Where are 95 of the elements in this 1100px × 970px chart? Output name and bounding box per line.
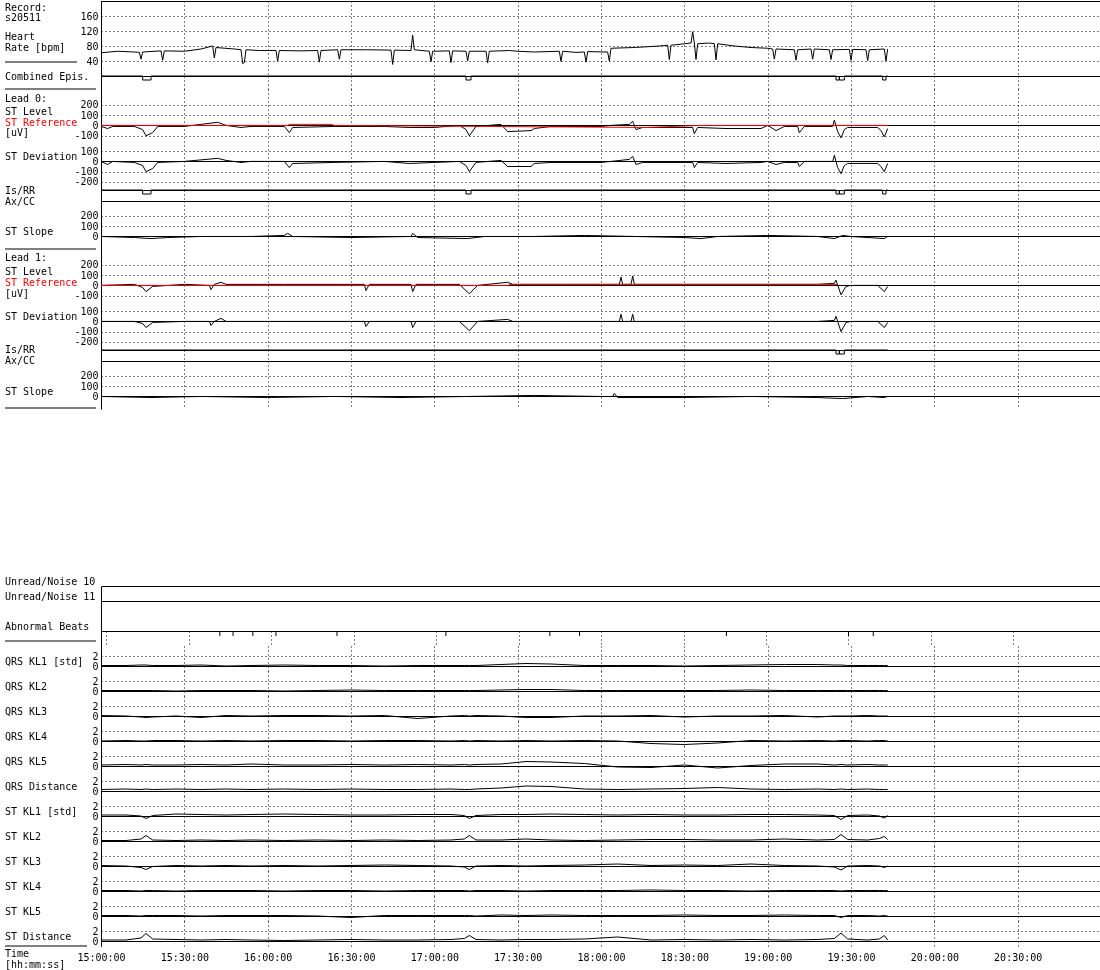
y-tick-label: -100 [74,326,99,338]
x-tick-label: 18:00:00 [577,951,626,963]
y-tick-label: -100 [74,290,99,302]
y-tick-label: 2 [92,750,99,762]
y-axis-title: ST Deviation [5,311,78,322]
text: ST Reference [5,277,78,288]
y-tick-label: 0 [92,785,99,797]
chart-title: Lead 0: [5,93,48,104]
y-tick-label: 200 [80,370,99,382]
y-tick-label: 0 [92,735,99,747]
y-tick-label: 2 [92,650,99,662]
y-tick-label: 0 [92,910,99,922]
y-axis-title: [uV] [5,127,30,138]
y-tick-label: 0 [92,685,99,697]
y-tick-label: 80 [86,40,99,52]
y-tick-label: 0 [92,935,99,947]
x-axis-title: Time [hh:mm:ss] [5,948,66,970]
y-tick-label: 0 [92,390,99,402]
text: Record: s20511 [5,2,48,23]
x-tick-label: 20:00:00 [910,951,959,963]
y-tick-label: 2 [92,875,99,887]
y-axis-title: Heart Rate [bpm] [5,31,66,53]
y-axis-title: QRS KL3 [5,706,48,717]
y-axis-title: ST Deviation [5,151,78,162]
y-tick-label: 100 [80,220,99,232]
y-axis-title: Combined Epis. [5,71,90,82]
y-tick-label: 100 [80,109,99,121]
y-tick-label: 160 [80,10,99,22]
y-axis-title: ST KL4 [5,881,42,892]
x-tick-label: 17:00:00 [410,951,459,963]
y-axis-title: QRS KL1 [std] [5,656,84,667]
y-tick-label: -200 [74,176,99,188]
y-tick-label: 0 [92,230,99,242]
y-axis-title: Abnormal Beats [5,621,90,632]
y-tick-label: 0 [92,810,99,822]
y-tick-label: 2 [92,725,99,737]
y-tick-label: -100 [74,166,99,178]
y-tick-label: 2 [92,775,99,787]
text: ST Level [5,106,54,117]
y-axis-title: ST KL5 [5,906,42,917]
y-tick-label: 40 [86,55,99,67]
text: Unread/Noise 10 [5,576,96,587]
y-axis-title: [uV] [5,288,30,299]
x-tick-label: 16:30:00 [327,951,376,963]
y-tick-label: 2 [92,825,99,837]
y-axis-title: ST KL1 [std] [5,806,78,817]
y-axis-title: Is/RR Ax/CC [5,344,37,366]
y-axis-title: QRS Distance [5,781,78,792]
y-axis-title: QRS KL2 [5,681,48,692]
y-tick-label: 0 [92,660,99,672]
x-tick-label: 20:30:00 [994,951,1043,963]
y-axis-title: ST Distance [5,931,72,942]
text: Unread/Noise 11 [5,591,96,602]
y-tick-label: 0 [92,279,99,291]
y-tick-label: 200 [80,99,99,111]
x-tick-label: 16:00:00 [244,951,293,963]
y-axis-title: ST KL2 [5,831,42,842]
y-tick-label: 0 [92,860,99,872]
y-axis-title: ST Slope [5,386,54,397]
y-tick-label: -200 [74,336,99,348]
y-tick-label: -100 [74,130,99,142]
x-tick-label: 15:00:00 [77,951,126,963]
y-tick-label: 0 [92,119,99,131]
y-tick-label: 100 [80,305,99,317]
y-tick-label: 100 [80,269,99,281]
y-axis-title: QRS KL5 [5,756,48,767]
x-tick-label: 19:30:00 [827,951,876,963]
y-axis-title: ST Slope [5,226,54,237]
y-axis-title: ST KL3 [5,856,42,867]
x-tick-label: 17:30:00 [494,951,543,963]
y-tick-label: 0 [92,710,99,722]
y-tick-label: 0 [92,315,99,327]
y-tick-label: 0 [92,155,99,167]
y-tick-label: 200 [80,259,99,271]
y-tick-label: 2 [92,850,99,862]
text: ST Level [5,266,54,277]
y-tick-label: 0 [92,885,99,897]
y-tick-label: 200 [80,210,99,222]
y-tick-label: 2 [92,925,99,937]
y-tick-label: 100 [80,145,99,157]
y-tick-label: 2 [92,900,99,912]
y-tick-label: 100 [80,380,99,392]
y-axis-title: Is/RR Ax/CC [5,185,37,207]
text: ST Reference [5,117,78,128]
x-tick-label: 19:00:00 [744,951,793,963]
y-tick-label: 2 [92,800,99,812]
y-tick-label: 120 [80,25,99,37]
y-tick-label: 2 [92,675,99,687]
y-tick-label: 2 [92,700,99,712]
x-tick-label: 15:30:00 [160,951,209,963]
y-tick-label: 0 [92,760,99,772]
x-tick-label: 18:30:00 [660,951,709,963]
y-tick-label: 0 [92,835,99,847]
chart-title: Lead 1: [5,252,48,263]
y-axis-title: QRS KL4 [5,731,48,742]
